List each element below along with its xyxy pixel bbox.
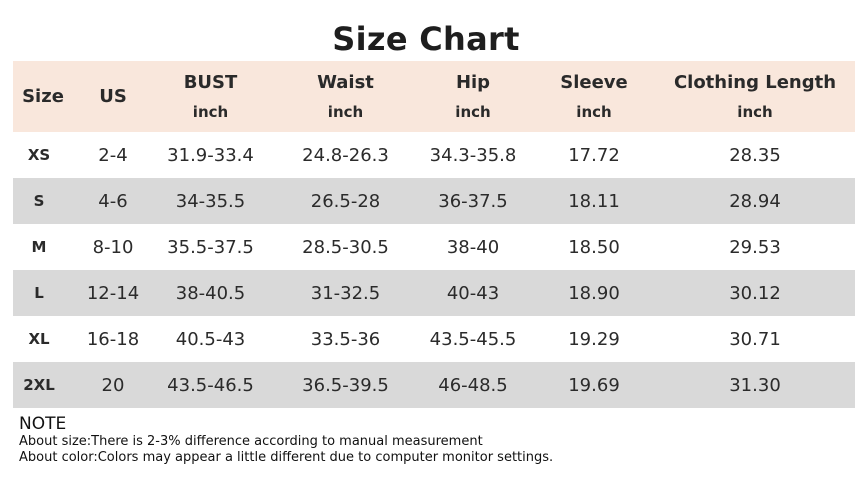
size-cell: XS [27, 146, 51, 164]
chart-title: Size Chart [332, 20, 520, 58]
clothing-length-cell: 29.53 [729, 236, 781, 258]
table-row: 2XL 20 43.5-46.5 36.5-39.5 46-48.5 19.69… [13, 362, 855, 408]
header-bust: BUST inch [183, 71, 238, 121]
note-line-color: About color:Colors may appear a little d… [19, 450, 554, 465]
size-cell: S [33, 192, 45, 210]
hip-cell: 40-43 [446, 282, 500, 304]
waist-cell: 26.5-28 [310, 190, 381, 212]
sleeve-cell: 19.69 [568, 374, 620, 396]
hip-cell: 43.5-45.5 [429, 328, 517, 350]
header-us: US [99, 85, 127, 107]
header-clothing-length: Clothing Length inch [673, 71, 837, 121]
header-size: Size [22, 85, 64, 107]
hip-cell: 46-48.5 [438, 374, 508, 396]
bust-cell: 40.5-43 [175, 328, 246, 350]
sleeve-cell: 18.50 [568, 236, 620, 258]
size-cell: M [31, 238, 47, 256]
note-title: NOTE [19, 414, 67, 434]
size-cell: 2XL [23, 376, 55, 394]
bust-cell: 35.5-37.5 [167, 236, 254, 258]
waist-cell: 28.5-30.5 [302, 236, 389, 258]
table-row: XS 2-4 31.9-33.4 24.8-26.3 34.3-35.8 17.… [13, 132, 855, 178]
header-waist: Waist inch [317, 71, 374, 121]
size-chart-table: Size US BUST inch Waist inch Hip inch Sl… [13, 61, 855, 408]
waist-cell: 31-32.5 [310, 282, 381, 304]
waist-cell: 24.8-26.3 [302, 144, 389, 166]
waist-cell: 33.5-36 [310, 328, 381, 350]
us-cell: 8-10 [92, 236, 134, 258]
clothing-length-cell: 30.12 [729, 282, 781, 304]
clothing-length-cell: 28.35 [729, 144, 781, 166]
us-cell: 16-18 [86, 328, 140, 350]
bust-cell: 31.9-33.4 [167, 144, 254, 166]
bust-cell: 34-35.5 [175, 190, 246, 212]
table-row: M 8-10 35.5-37.5 28.5-30.5 38-40 18.50 2… [13, 224, 855, 270]
table-header-row: Size US BUST inch Waist inch Hip inch Sl… [13, 61, 855, 132]
us-cell: 4-6 [98, 190, 128, 212]
us-cell: 12-14 [86, 282, 140, 304]
sleeve-cell: 18.11 [568, 190, 620, 212]
note-section: NOTE About size:There is 2-3% difference… [19, 414, 553, 466]
header-hip: Hip inch [455, 71, 491, 121]
bust-cell: 43.5-46.5 [167, 374, 254, 396]
note-line-size: About size:There is 2-3% difference acco… [19, 434, 483, 449]
bust-cell: 38-40.5 [175, 282, 246, 304]
size-cell: L [34, 284, 44, 302]
size-cell: XL [28, 330, 50, 348]
table-row: XL 16-18 40.5-43 33.5-36 43.5-45.5 19.29… [13, 316, 855, 362]
hip-cell: 36-37.5 [438, 190, 508, 212]
hip-cell: 38-40 [446, 236, 500, 258]
us-cell: 20 [101, 374, 125, 396]
sleeve-cell: 18.90 [568, 282, 620, 304]
clothing-length-cell: 28.94 [729, 190, 781, 212]
us-cell: 2-4 [98, 144, 128, 166]
waist-cell: 36.5-39.5 [302, 374, 389, 396]
clothing-length-cell: 31.30 [729, 374, 781, 396]
hip-cell: 34.3-35.8 [429, 144, 517, 166]
sleeve-cell: 19.29 [568, 328, 620, 350]
table-row: L 12-14 38-40.5 31-32.5 40-43 18.90 30.1… [13, 270, 855, 316]
sleeve-cell: 17.72 [568, 144, 620, 166]
header-sleeve: Sleeve inch [560, 71, 628, 121]
table-row: S 4-6 34-35.5 26.5-28 36-37.5 18.11 28.9… [13, 178, 855, 224]
clothing-length-cell: 30.71 [729, 328, 781, 350]
